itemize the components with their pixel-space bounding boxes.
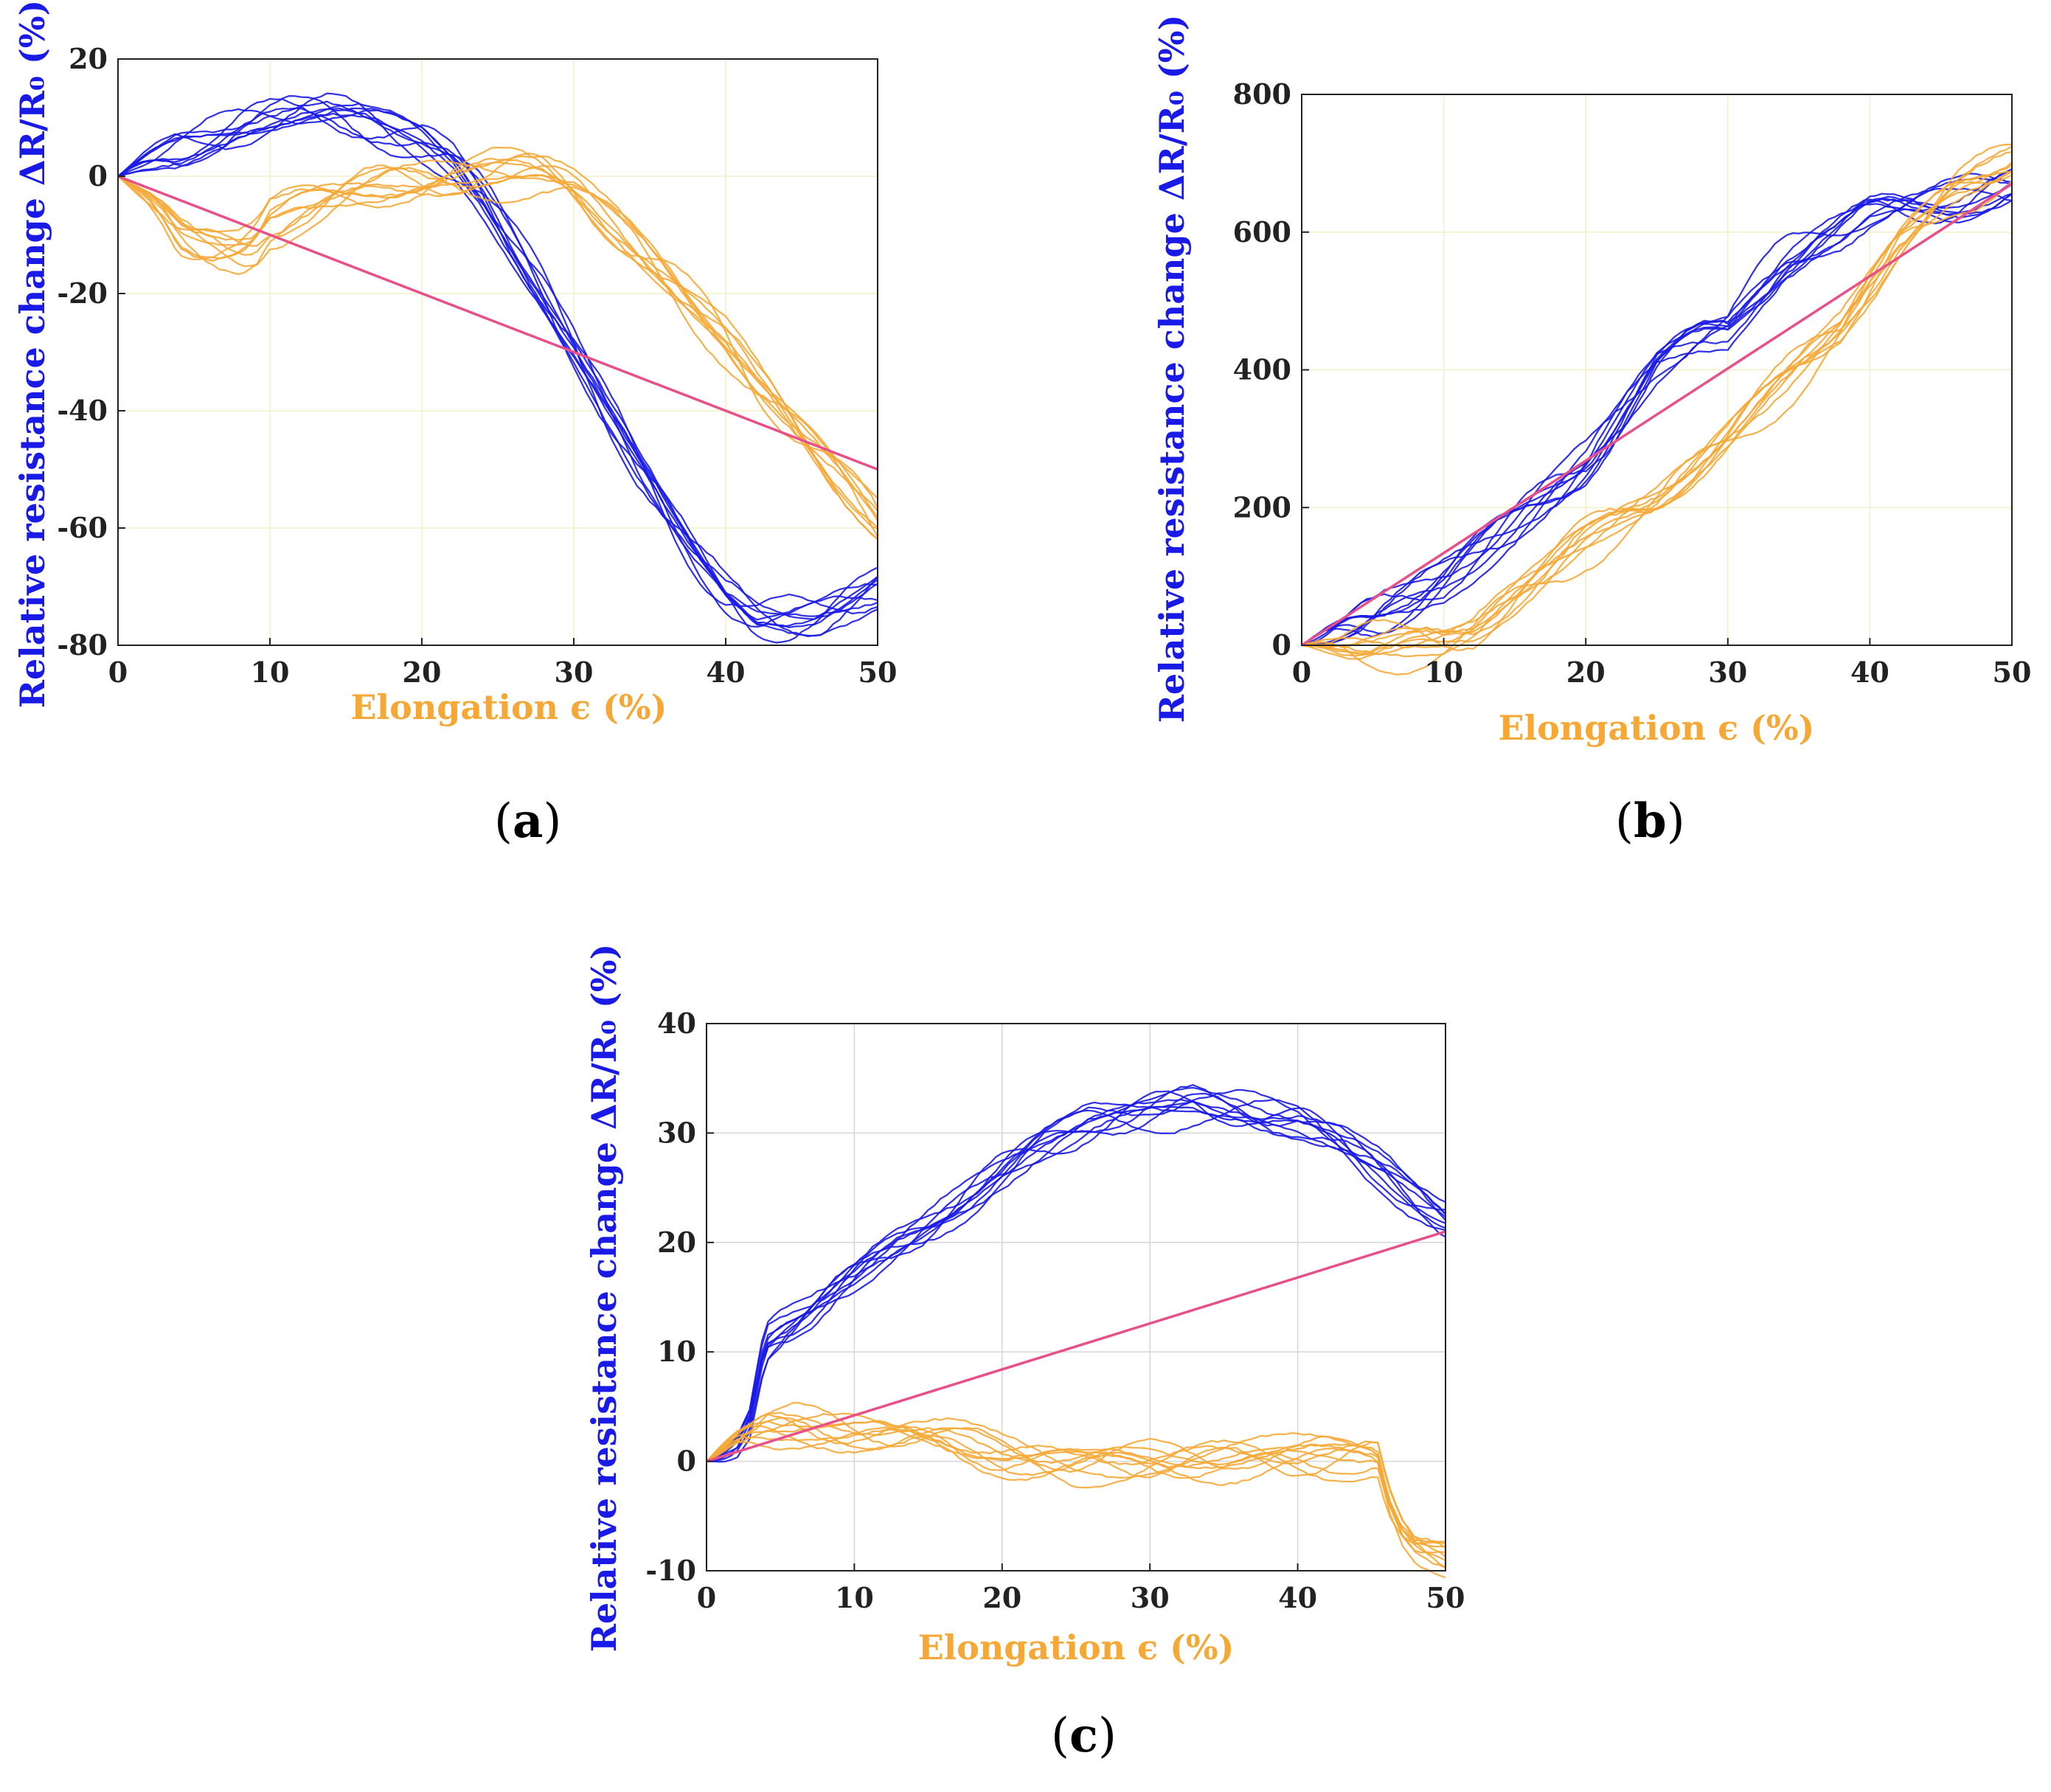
y-tick-label: 20 — [657, 1226, 696, 1259]
series-line-unloading — [117, 174, 878, 512]
series-line-reference — [1301, 182, 2013, 647]
series-line-reference — [706, 1230, 1446, 1463]
series-line-unloading — [117, 161, 878, 521]
series-line-unloading — [706, 1413, 1446, 1569]
series-line-loading — [117, 107, 878, 628]
series-line-unloading — [706, 1411, 1446, 1548]
series-line-loading — [117, 100, 878, 621]
x-tick-label: 40 — [1850, 656, 1889, 689]
x-tick-label: 20 — [982, 1581, 1021, 1614]
panel-label: (c) — [1051, 1708, 1117, 1763]
series-line-loading — [117, 107, 878, 628]
y-tick-label: 200 — [1233, 490, 1291, 524]
y-tick-label: 10 — [657, 1335, 696, 1368]
y-tick-label: 20 — [69, 42, 108, 75]
y-tick-label: -60 — [57, 511, 108, 544]
series-line-loading — [117, 92, 878, 637]
x-tick-label: 10 — [251, 656, 290, 689]
x-tick-label: 30 — [1708, 656, 1747, 689]
y-tick-label: -20 — [57, 277, 108, 310]
series-line-loading — [1301, 177, 2013, 647]
y-tick-label: -80 — [57, 628, 108, 661]
series-line-unloading — [706, 1402, 1446, 1554]
series-line-reference — [117, 175, 878, 471]
series-line-loading — [706, 1101, 1446, 1462]
series-line-loading — [1301, 198, 2013, 647]
x-tick-label: 0 — [1292, 656, 1311, 689]
series-line-loading — [1301, 193, 2013, 646]
series-line-loading — [117, 97, 878, 615]
series-line-loading — [706, 1086, 1446, 1462]
x-tick-label: 40 — [1278, 1581, 1317, 1614]
series-line-loading — [706, 1105, 1446, 1462]
series-line-loading — [706, 1088, 1446, 1462]
series-line-unloading — [117, 152, 878, 509]
series-line-unloading — [1301, 143, 2013, 651]
y-tick-label: 800 — [1233, 77, 1291, 111]
x-tick-label: 20 — [403, 656, 442, 689]
series-line-loading — [1301, 192, 2013, 646]
series-line-unloading — [706, 1420, 1446, 1557]
series-line-loading — [117, 112, 878, 617]
series-line-unloading — [117, 146, 878, 540]
y-tick-label: 0 — [677, 1445, 696, 1478]
series-line-unloading — [1301, 180, 2013, 676]
x-tick-label: 10 — [1424, 656, 1463, 689]
series-line-loading — [706, 1090, 1446, 1462]
series-line-unloading — [1302, 151, 2013, 648]
series-line-loading — [117, 108, 878, 620]
chart-panel-b: 0 10 20 30 40 50 0 200 400 600 800 Elongation ϵ (%)… — [1152, 15, 2031, 849]
series-line-unloading — [706, 1425, 1446, 1546]
axes-frame — [706, 1023, 1446, 1572]
y-tick-label: 0 — [1272, 628, 1291, 661]
y-tick-label: 30 — [657, 1116, 696, 1149]
series-line-unloading — [117, 158, 878, 529]
panel-label: (b) — [1615, 793, 1685, 849]
series-line-unloading — [706, 1412, 1446, 1562]
x-tick-label: 30 — [555, 656, 594, 689]
series-line-unloading — [706, 1417, 1446, 1549]
y-axis-title: Relative resistance change ΔR/R₀ (%) — [13, 0, 52, 708]
y-tick-label: -40 — [57, 394, 108, 427]
y-tick-label: 400 — [1233, 353, 1291, 386]
x-tick-label: 20 — [1566, 656, 1606, 689]
x-axis-title: Elongation ϵ (%) — [918, 1628, 1235, 1667]
axes-frame — [117, 58, 878, 646]
x-tick-label: 0 — [108, 656, 128, 689]
x-axis-title: Elongation ϵ (%) — [351, 687, 667, 727]
series-line-loading — [117, 95, 878, 644]
series-line-unloading — [117, 159, 878, 518]
series-line-unloading — [1301, 164, 2013, 647]
series-line-loading — [1301, 187, 2013, 646]
x-tick-label: 0 — [697, 1581, 716, 1614]
series-line-unloading — [706, 1417, 1446, 1569]
x-tick-label: 50 — [858, 656, 898, 689]
y-axis-title: Relative resistance change ΔR/R₀ (%) — [1152, 15, 1192, 723]
y-tick-label: 40 — [657, 1007, 696, 1040]
x-tick-label: 10 — [835, 1581, 874, 1614]
y-tick-label: 600 — [1233, 215, 1291, 249]
series-line-unloading — [117, 164, 878, 530]
y-tick-label: -10 — [645, 1554, 696, 1587]
series-line-loading — [706, 1092, 1446, 1462]
x-axis-title: Elongation ϵ (%) — [1499, 708, 1815, 748]
x-tick-label: 40 — [707, 656, 746, 689]
series-line-unloading — [117, 173, 878, 541]
panel-label: (a) — [494, 793, 561, 849]
y-tick-label: 0 — [89, 159, 108, 192]
series-line-loading — [706, 1100, 1446, 1462]
x-tick-label: 30 — [1131, 1581, 1170, 1614]
y-axis-title: Relative resistance change ΔR/R₀ (%) — [584, 944, 624, 1653]
series-line-loading — [1301, 168, 2013, 647]
x-tick-label: 50 — [1993, 656, 2032, 689]
series-line-loading — [1301, 192, 2013, 647]
x-tick-label: 50 — [1426, 1581, 1465, 1614]
